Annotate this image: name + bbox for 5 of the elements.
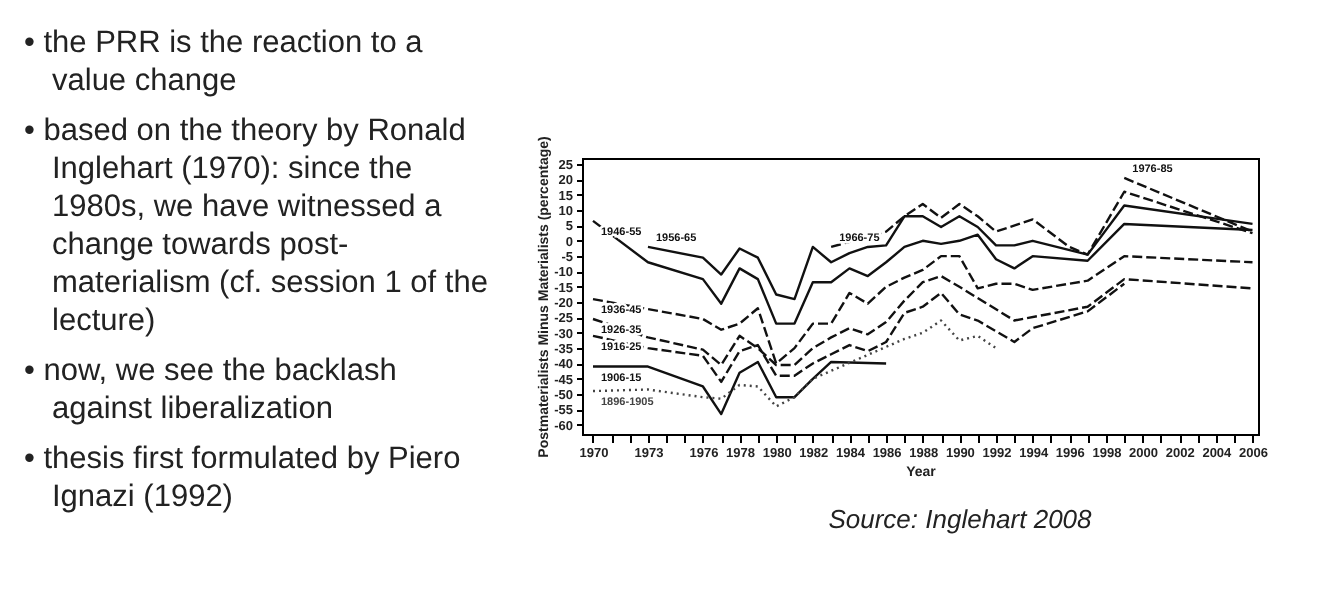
text: • based on the theory by Ronald Inglehart (1970): since the 1980s, we have witnessed a change towards post-materialism (cf. session 1 of the lecture) <box>24 112 490 340</box>
source-note: Source: Inglehart 2008 <box>826 504 1094 534</box>
text: • the PRR is the reaction to a value change <box>24 24 425 100</box>
text: • now, we see the backlash against liberalization <box>24 352 399 428</box>
text: • thesis first formulated by Piero Ignazi (1992) <box>24 440 463 516</box>
